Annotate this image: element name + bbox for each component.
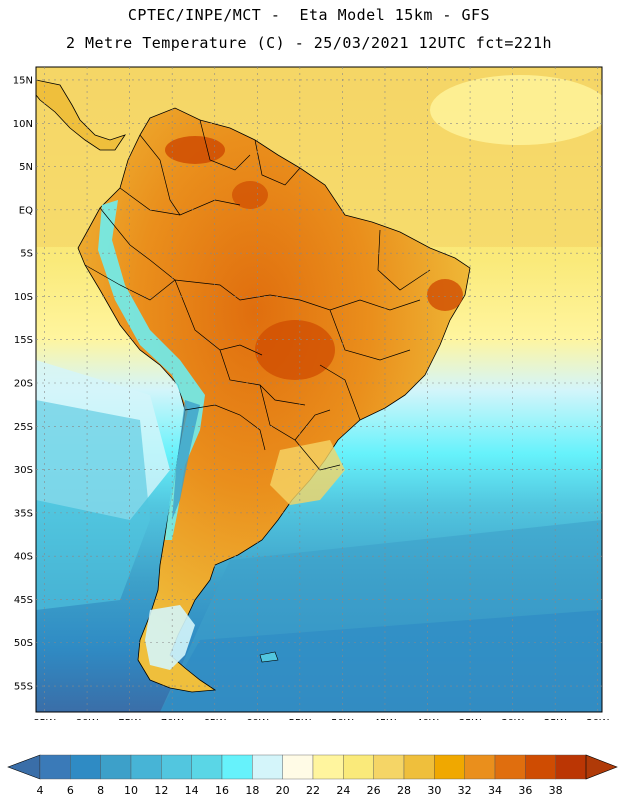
longitude-label: 60W <box>246 718 269 720</box>
latitude-label: 40S <box>14 552 33 563</box>
colorbar-box <box>100 754 132 780</box>
colorbar-tick: 16 <box>215 784 229 797</box>
colorbar-low-arrow <box>7 754 41 780</box>
longitude-label: 85W <box>33 718 56 720</box>
colorbar-box <box>282 754 314 780</box>
colorbar-box <box>403 754 435 780</box>
colorbar-box <box>312 754 344 780</box>
pacific-cold-water <box>36 400 150 610</box>
map-title: CPTEC/INPE/MCT - Eta Model 15km - GFS <box>127 6 491 24</box>
longitude-label: 25W <box>544 718 567 720</box>
longitude-label: 55W <box>289 718 312 720</box>
latitude-label: 55S <box>14 682 33 693</box>
colorbar-box <box>191 754 223 780</box>
andes-colder-core <box>172 400 200 520</box>
colorbar-box <box>494 754 526 780</box>
colorbar-tick: 30 <box>427 784 441 797</box>
latitude-label: EQ <box>19 205 33 216</box>
longitude-label: 80W <box>76 718 99 720</box>
colorbar-tick: 14 <box>185 784 199 797</box>
longitude-label: 50W <box>331 718 354 720</box>
colorbar-tick: 26 <box>367 784 381 797</box>
warm-ocean-patch-ne <box>430 75 602 145</box>
longitude-label: 20W <box>586 718 609 720</box>
latitude-label: 30S <box>14 465 33 476</box>
colorbar-box <box>434 754 465 780</box>
colorbar-tick: 4 <box>37 784 44 797</box>
longitude-label: 45W <box>374 718 397 720</box>
colorbar-box <box>221 754 253 780</box>
hot-spot-northeast <box>427 279 463 311</box>
latitude-label: 25S <box>14 422 33 433</box>
map-subtitle: 2 Metre Temperature (C) - 25/03/2021 12U… <box>65 34 553 52</box>
central-america-land <box>36 79 126 151</box>
longitude-label: 40W <box>416 718 439 720</box>
latitude-label: 5S <box>20 249 33 260</box>
colorbar-box <box>464 754 496 780</box>
south-america-land <box>77 107 471 693</box>
longitude-label: 70W <box>161 718 184 720</box>
patagonia-cool <box>145 605 195 670</box>
graticule <box>36 67 602 712</box>
colorbar-tick: 6 <box>67 784 74 797</box>
colorbar-tick-labels: 4 6 8 10 12 14 16 18 20 22 24 26 28 30 32 34 36 38 <box>37 784 563 797</box>
latitude-label: 10N <box>13 119 33 130</box>
colorbar-high-arrow <box>585 754 618 780</box>
latitude-label: 15N <box>13 75 33 86</box>
longitude-label: 65W <box>203 718 226 720</box>
longitude-label: 35W <box>459 718 482 720</box>
longitude-label: 75W <box>118 718 141 720</box>
colorbar-boxes <box>39 754 587 780</box>
colorbar-tick: 20 <box>276 784 290 797</box>
colorbar-box <box>161 754 192 780</box>
colorbar-tick: 28 <box>397 784 411 797</box>
atlantic-very-cold <box>160 610 602 712</box>
colorbar-tick: 8 <box>97 784 104 797</box>
latitude-label: 45S <box>14 595 33 606</box>
colorbar-tick: 18 <box>245 784 259 797</box>
hot-spot-central-brazil <box>255 320 335 380</box>
colorbar-box <box>39 754 71 780</box>
colorbar-box <box>555 754 587 780</box>
country-borders <box>84 119 431 471</box>
latitude-labels: 15N 10N 5N EQ 5S 10S 15S 20S 25S 30S 35S 40S 45S 50S 5… <box>13 75 33 692</box>
colorbar-box <box>252 754 283 780</box>
map-canvas <box>36 67 602 712</box>
colorbar-tick: 32 <box>458 784 472 797</box>
latitude-label: 15S <box>14 335 33 346</box>
latitude-label: 10S <box>14 292 33 303</box>
colorbar-box <box>373 754 405 780</box>
colorbar-tick: 38 <box>549 784 563 797</box>
colorbar-tick: 22 <box>306 784 320 797</box>
colorbar-tick: 36 <box>518 784 532 797</box>
colorbar-box <box>130 754 162 780</box>
color-scale-bar: 4 6 8 10 12 14 16 18 20 22 24 26 28 30 32 34 36 38 <box>7 754 618 797</box>
hot-spot-guiana <box>232 181 268 209</box>
latitude-label: 5N <box>19 162 33 173</box>
colorbar-tick: 24 <box>336 784 350 797</box>
hot-spot-venezuela <box>165 136 225 164</box>
colorbar-box <box>525 754 556 780</box>
colorbar-tick: 10 <box>124 784 138 797</box>
map-frame <box>35 66 603 713</box>
latitude-label: 20S <box>14 379 33 390</box>
longitude-labels: 85W 80W 75W 70W 65W 60W 55W 50W 45W 40W 35W 30W 25W 2… <box>33 718 609 720</box>
colorbar-tick: 34 <box>488 784 502 797</box>
colorbar-box <box>343 754 374 780</box>
colorbar-tick: 12 <box>154 784 168 797</box>
temperature-map: 15N 10N 5N EQ 5S 10S 15S 20S 25S 30S 35S 40S 45S 50S 5… <box>13 66 609 720</box>
southern-brazil-mild <box>270 440 345 505</box>
colorbar-box <box>70 754 101 780</box>
latitude-label: 35S <box>14 508 33 519</box>
longitude-label: 30W <box>501 718 524 720</box>
latitude-label: 50S <box>14 638 33 649</box>
falkland-islands <box>259 651 279 663</box>
